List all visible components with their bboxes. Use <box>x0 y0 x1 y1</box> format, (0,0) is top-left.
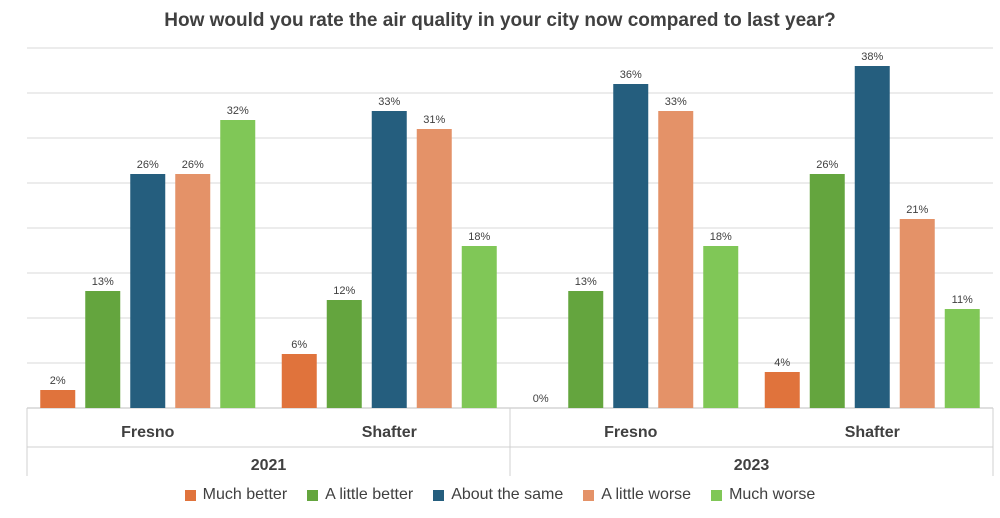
legend-swatch-much-better <box>184 489 196 501</box>
year-label: 2023 <box>734 457 770 474</box>
bar-2023-shafter-0 <box>764 372 800 408</box>
bar-2021-fresno-3 <box>175 174 211 408</box>
legend-item-much-worse: Much worse <box>711 486 815 504</box>
data-label: 26% <box>182 159 204 171</box>
data-label: 36% <box>620 69 642 81</box>
chart-title: How would you rate the air quality in yo… <box>164 10 836 31</box>
bar-2021-shafter-2 <box>371 111 407 408</box>
legend-label-about-the-same: About the same <box>451 486 564 503</box>
data-label: 6% <box>291 339 307 351</box>
data-label: 33% <box>665 96 687 108</box>
bar-chart: 2% 13% 26% 26% 32% Fresno 6% 12% 33% 31% 18% Shafte… <box>26 47 994 476</box>
data-label: 32% <box>227 105 249 117</box>
data-label: 18% <box>710 231 732 243</box>
bar-2021-shafter-0 <box>281 354 317 408</box>
data-label: 26% <box>816 159 838 171</box>
data-label: 26% <box>137 159 159 171</box>
bar-2021-fresno-0 <box>40 390 76 408</box>
legend-label-a-little-better: A little better <box>325 486 414 503</box>
year-label: 2021 <box>251 457 287 474</box>
bar-2023-fresno-4 <box>703 246 739 408</box>
bar-2021-fresno-2 <box>130 174 166 408</box>
data-label: 33% <box>378 96 400 108</box>
bar-2023-fresno-2 <box>613 84 649 408</box>
legend-swatch-a-little-worse <box>583 489 595 501</box>
bar-2023-shafter-4 <box>944 309 980 408</box>
legend-label-much-better: Much better <box>202 486 288 503</box>
category-label: Shafter <box>845 424 900 441</box>
bar-2023-fresno-1 <box>568 291 604 408</box>
bar-2023-shafter-3 <box>899 219 935 408</box>
data-label: 18% <box>468 231 490 243</box>
data-label: 38% <box>861 51 883 63</box>
legend-item-a-little-better: A little better <box>307 486 413 504</box>
legend-swatch-much-worse <box>711 489 723 501</box>
bar-2021-shafter-1 <box>326 300 362 408</box>
data-label: 13% <box>575 276 597 288</box>
bar-2023-shafter-2 <box>854 66 890 408</box>
bar-2021-shafter-3 <box>416 129 452 408</box>
legend-item-a-little-worse: A little worse <box>583 486 691 504</box>
data-label: 11% <box>952 294 973 306</box>
category-label: Shafter <box>362 424 417 441</box>
bar-2023-shafter-1 <box>809 174 845 408</box>
data-label: 13% <box>92 276 114 288</box>
data-label: 21% <box>906 204 928 216</box>
data-label: 31% <box>423 114 445 126</box>
legend: Much better A little better About the sa… <box>0 486 1000 504</box>
bar-2023-fresno-3 <box>658 111 694 408</box>
data-label: 2% <box>50 375 66 387</box>
legend-item-much-better: Much better <box>184 486 288 504</box>
category-label: Fresno <box>121 424 175 441</box>
data-label: 4% <box>774 357 790 369</box>
legend-swatch-a-little-better <box>307 489 319 501</box>
bar-2021-fresno-4 <box>220 120 256 408</box>
data-label: 0% <box>533 393 549 405</box>
category-label: Fresno <box>604 424 658 441</box>
bar-2021-fresno-1 <box>85 291 121 408</box>
data-label: 12% <box>333 285 355 297</box>
legend-item-about-the-same: About the same <box>433 486 563 504</box>
legend-label-much-worse: Much worse <box>729 486 816 503</box>
legend-swatch-about-the-same <box>433 489 445 501</box>
legend-label-a-little-worse: A little worse <box>601 486 692 503</box>
bar-2021-shafter-4 <box>461 246 497 408</box>
